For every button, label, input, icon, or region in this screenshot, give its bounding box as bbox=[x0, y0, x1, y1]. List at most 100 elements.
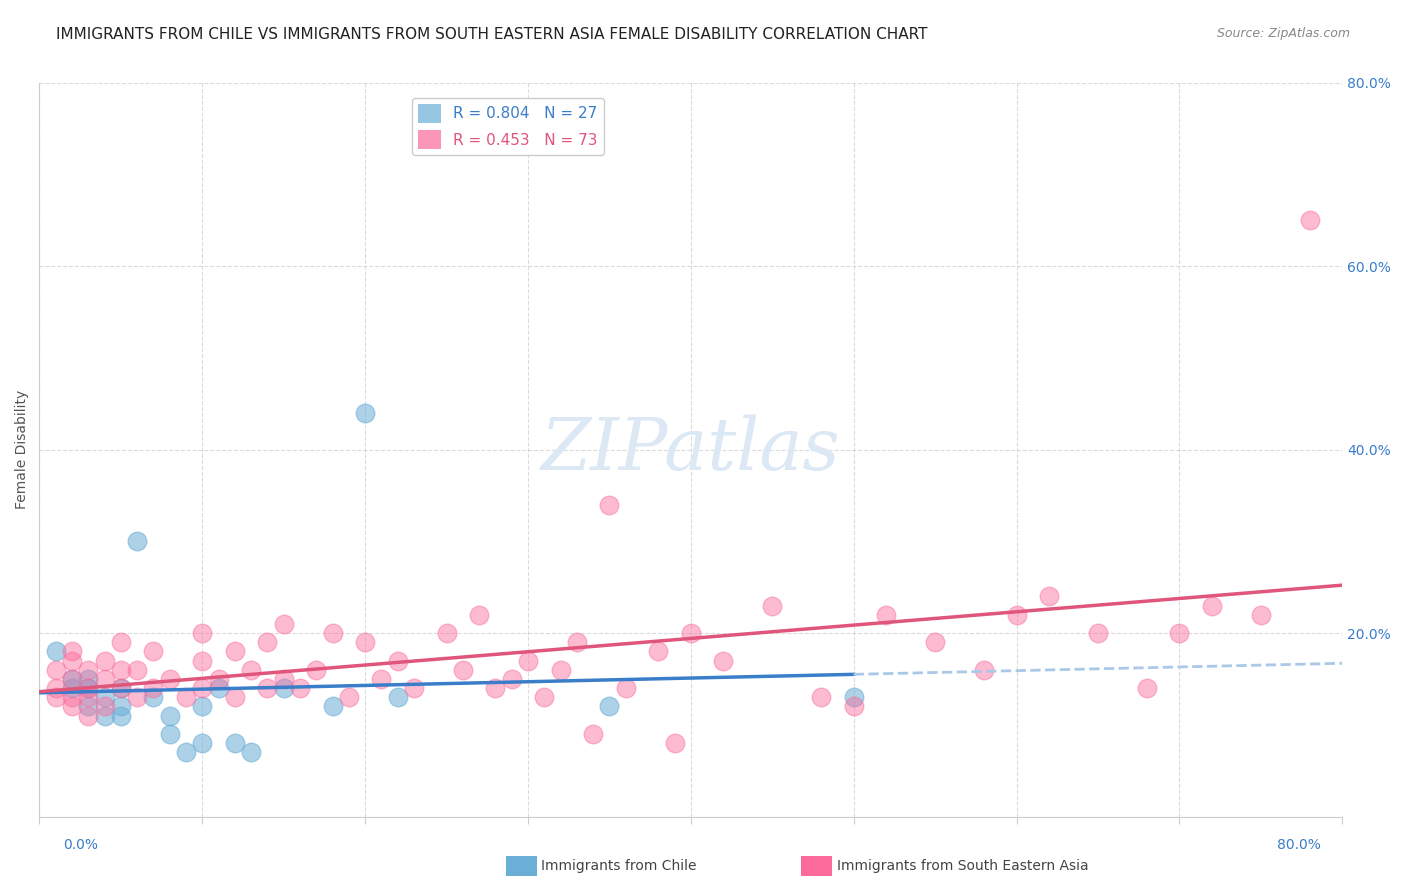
Point bbox=[45, 663, 67, 677]
Point bbox=[60, 699, 83, 714]
Text: Immigrants from Chile: Immigrants from Chile bbox=[541, 859, 697, 873]
Point bbox=[305, 663, 328, 677]
Point bbox=[1168, 626, 1191, 640]
Point bbox=[191, 699, 214, 714]
Point bbox=[451, 663, 474, 677]
Point bbox=[174, 690, 197, 705]
Point bbox=[240, 663, 263, 677]
Point bbox=[1201, 599, 1223, 613]
Point bbox=[110, 681, 132, 695]
Point bbox=[77, 690, 100, 705]
Point bbox=[224, 690, 246, 705]
Point bbox=[761, 599, 783, 613]
Point bbox=[93, 690, 115, 705]
Point bbox=[875, 607, 897, 622]
Point bbox=[93, 654, 115, 668]
Point bbox=[550, 663, 572, 677]
Point bbox=[1299, 213, 1322, 227]
Point bbox=[402, 681, 425, 695]
Point bbox=[370, 672, 392, 686]
Point bbox=[565, 635, 588, 649]
Point bbox=[598, 699, 620, 714]
Point bbox=[973, 663, 995, 677]
Point bbox=[387, 690, 409, 705]
Point bbox=[1038, 590, 1060, 604]
Point bbox=[256, 681, 278, 695]
Point bbox=[273, 681, 295, 695]
Point bbox=[77, 663, 100, 677]
Point bbox=[142, 644, 165, 658]
Point bbox=[436, 626, 458, 640]
Point bbox=[713, 654, 735, 668]
Point bbox=[191, 654, 214, 668]
Point bbox=[598, 498, 620, 512]
Text: 0.0%: 0.0% bbox=[63, 838, 97, 852]
Point bbox=[45, 644, 67, 658]
Point bbox=[127, 663, 149, 677]
Point bbox=[501, 672, 523, 686]
Point bbox=[159, 708, 181, 723]
Point bbox=[77, 708, 100, 723]
Point bbox=[60, 681, 83, 695]
Point bbox=[45, 690, 67, 705]
Point bbox=[142, 681, 165, 695]
Point bbox=[159, 727, 181, 741]
Point bbox=[60, 672, 83, 686]
Point bbox=[322, 699, 344, 714]
Point bbox=[110, 681, 132, 695]
Point bbox=[468, 607, 491, 622]
Text: Source: ZipAtlas.com: Source: ZipAtlas.com bbox=[1216, 27, 1350, 40]
Point bbox=[93, 672, 115, 686]
Point bbox=[842, 699, 865, 714]
Point bbox=[45, 681, 67, 695]
Text: ZIPatlas: ZIPatlas bbox=[541, 415, 841, 485]
Point bbox=[1005, 607, 1028, 622]
Point bbox=[77, 681, 100, 695]
Point bbox=[256, 635, 278, 649]
Point bbox=[127, 690, 149, 705]
Point bbox=[110, 708, 132, 723]
Point bbox=[1087, 626, 1109, 640]
Point bbox=[1250, 607, 1272, 622]
Point bbox=[191, 681, 214, 695]
Point bbox=[77, 681, 100, 695]
Point bbox=[207, 672, 229, 686]
Text: Immigrants from South Eastern Asia: Immigrants from South Eastern Asia bbox=[837, 859, 1088, 873]
Point bbox=[273, 617, 295, 632]
Legend: R = 0.804   N = 27, R = 0.453   N = 73: R = 0.804 N = 27, R = 0.453 N = 73 bbox=[412, 98, 603, 155]
Point bbox=[664, 736, 686, 750]
Y-axis label: Female Disability: Female Disability bbox=[15, 390, 30, 509]
Point bbox=[77, 672, 100, 686]
Point bbox=[191, 626, 214, 640]
Point bbox=[582, 727, 605, 741]
Point bbox=[614, 681, 637, 695]
Point bbox=[647, 644, 669, 658]
Point bbox=[810, 690, 832, 705]
Point bbox=[191, 736, 214, 750]
Point bbox=[484, 681, 506, 695]
Point bbox=[60, 690, 83, 705]
Point bbox=[517, 654, 540, 668]
Point bbox=[533, 690, 555, 705]
Point bbox=[127, 534, 149, 549]
Point bbox=[240, 745, 263, 759]
Point bbox=[60, 654, 83, 668]
Point bbox=[1136, 681, 1159, 695]
Point bbox=[842, 690, 865, 705]
Point bbox=[387, 654, 409, 668]
Point bbox=[110, 663, 132, 677]
Point bbox=[142, 690, 165, 705]
Point bbox=[322, 626, 344, 640]
Text: 80.0%: 80.0% bbox=[1277, 838, 1322, 852]
Point bbox=[110, 699, 132, 714]
Point bbox=[174, 745, 197, 759]
Point bbox=[354, 635, 377, 649]
Point bbox=[207, 681, 229, 695]
Point bbox=[77, 699, 100, 714]
Point bbox=[924, 635, 946, 649]
Point bbox=[354, 406, 377, 420]
Point bbox=[93, 708, 115, 723]
Point bbox=[273, 672, 295, 686]
Point bbox=[224, 736, 246, 750]
Point bbox=[679, 626, 702, 640]
